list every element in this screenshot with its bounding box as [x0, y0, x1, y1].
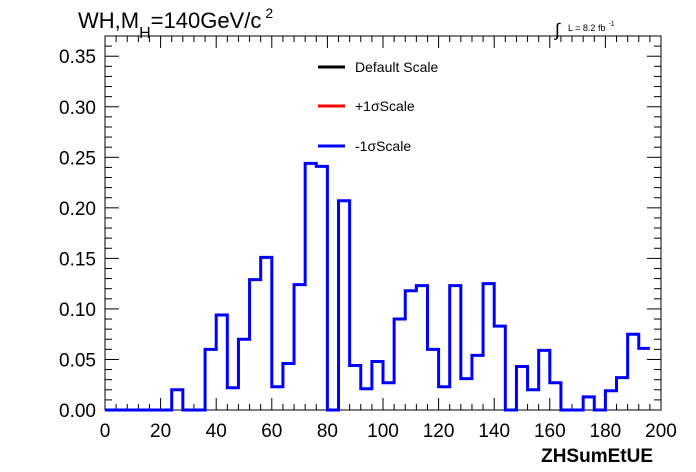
legend-label-0: Default Scale	[355, 59, 438, 75]
plot-frame	[104, 35, 662, 411]
legend-label-1: +1σScale	[355, 98, 415, 114]
lumi-value: L = 8.2 fb	[568, 23, 605, 33]
y-tick-label: 0.30	[59, 98, 96, 119]
chart-title: WH,MH=140GeV/c 2	[78, 5, 273, 42]
title-rest: =140GeV/c	[151, 8, 262, 33]
y-tick-label: 0.25	[59, 148, 96, 169]
x-tick-label: 180	[590, 421, 622, 442]
y-tick-label: 0.10	[59, 300, 96, 321]
lumi-superscript: -1	[608, 21, 614, 28]
x-tick-label: 80	[317, 421, 338, 442]
title-subscript: H	[139, 25, 151, 42]
y-tick-label: 0.15	[59, 249, 96, 270]
y-tick-label: 0.35	[59, 47, 96, 68]
x-axis-label: ZHSumEtUE	[541, 446, 653, 467]
legend-label-2: -1σScale	[355, 138, 411, 154]
axis-ticks: 0 20 40 60 80 100 120 140 160 180 200 0.00 0.05 0.10 0…	[59, 35, 677, 442]
y-tick-label: 0.00	[59, 401, 96, 422]
title-main: WH,M	[78, 8, 139, 33]
series-layer	[105, 161, 650, 412]
x-tick-label: 140	[478, 421, 510, 442]
lumi-text: L = 8.2 fb -1	[568, 21, 615, 33]
series-line-2	[105, 161, 650, 412]
x-tick-label: 100	[367, 421, 399, 442]
x-tick-label: 0	[100, 421, 111, 442]
x-tick-label: 20	[150, 421, 171, 442]
y-tick-label: 0.20	[59, 199, 96, 220]
x-tick-label: 120	[423, 421, 455, 442]
x-tick-label: 160	[534, 421, 566, 442]
x-tick-label: 60	[261, 421, 282, 442]
x-tick-label: 200	[645, 421, 677, 442]
legend: Default Scale +1σScale -1σScale	[318, 59, 438, 154]
lumi-integral: ∫	[553, 20, 561, 40]
x-tick-label: 40	[206, 421, 227, 442]
title-superscript: 2	[265, 5, 273, 21]
y-tick-label: 0.05	[59, 350, 96, 371]
